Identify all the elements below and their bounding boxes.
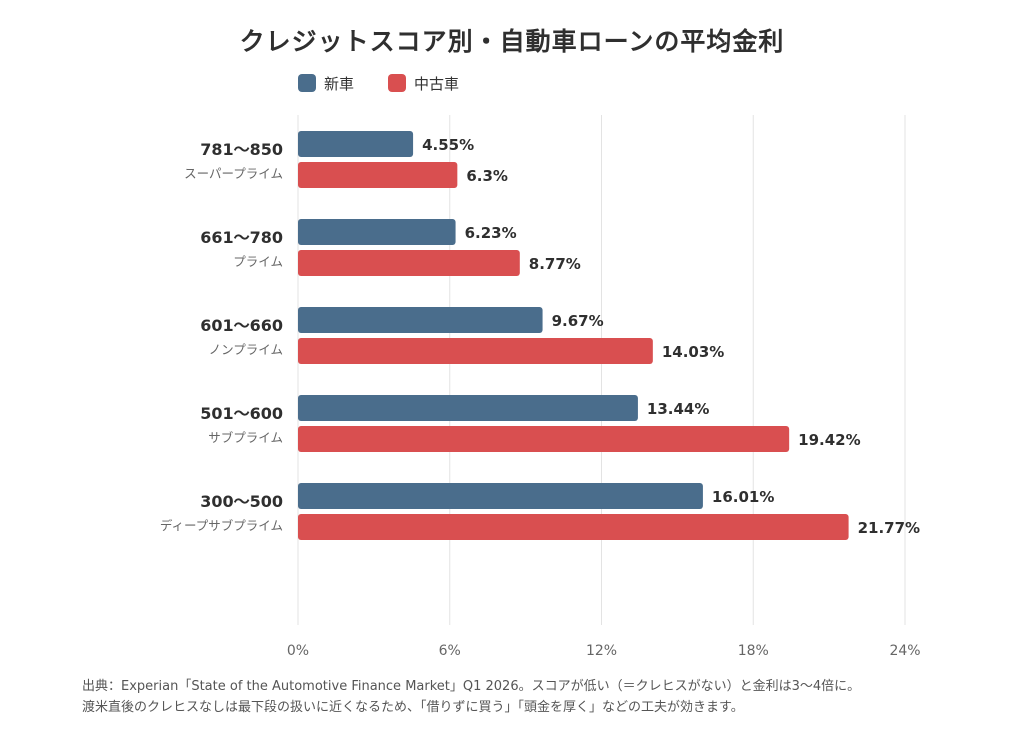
bar-value-label: 6.3% (466, 167, 508, 185)
legend-label: 中古車 (414, 74, 460, 93)
category-tier-label: サブプライム (208, 430, 283, 445)
category-score-label: 601〜660 (200, 316, 283, 335)
legend-item-new-car: 新車 (298, 73, 354, 94)
category-tier-label: プライム (233, 254, 283, 269)
footnote: 出典：Experian「State of the Automotive Fina… (82, 676, 982, 718)
category-score-label: 300〜500 (200, 492, 283, 511)
chart-title: クレジットスコア別・自動車ローンの平均金利 (239, 27, 785, 56)
x-tick-label: 6% (439, 643, 461, 659)
x-tick-label: 0% (287, 643, 309, 659)
category-score-label: 661〜780 (200, 228, 283, 247)
bar-used-car (298, 250, 520, 276)
bar-used-car (298, 514, 849, 540)
legend-item-used-car: 中古車 (388, 73, 459, 94)
bar-new-car (298, 395, 638, 421)
bar-used-car (298, 426, 790, 452)
bar-chart: 0% 6% 12% 18% 24% 781〜850 スーパープライム 661〜780 プライム 6… (160, 115, 921, 659)
bar-value-label: 19.42% (798, 431, 860, 449)
bar-value-label: 8.77% (529, 255, 581, 273)
bar-new-car (298, 307, 543, 333)
category-score-label: 781〜850 (200, 140, 283, 159)
footnote-line-2: 渡米直後のクレヒスなしは最下段の扱いに近くなるため、「借りずに買う」「頭金を厚く… (82, 700, 744, 715)
bar-used-car (298, 338, 653, 364)
bar-new-car (298, 219, 456, 245)
bar-new-car (298, 131, 414, 157)
bar-value-label: 4.55% (422, 136, 474, 154)
legend-swatch (298, 74, 316, 92)
bar-value-label: 6.23% (465, 224, 517, 242)
legend-swatch (388, 74, 407, 92)
bar-value-label: 14.03% (662, 343, 724, 361)
bar-value-label: 13.44% (647, 400, 709, 418)
category-score-label: 501〜600 (200, 404, 283, 423)
legend: 新車 中古車 (298, 72, 493, 94)
bar-value-label: 9.67% (552, 312, 604, 330)
category-tier-label: ノンプライム (209, 342, 283, 357)
bar-value-label: 16.01% (712, 488, 774, 506)
footnote-line-1: 出典：Experian「State of the Automotive Fina… (82, 679, 861, 694)
x-tick-label: 24% (889, 643, 920, 659)
bar-new-car (298, 483, 703, 509)
x-tick-label: 12% (586, 643, 617, 659)
bar-used-car (298, 162, 458, 188)
category-tier-label: スーパープライム (184, 166, 283, 181)
legend-label: 新車 (324, 74, 355, 93)
bar-value-label: 21.77% (858, 519, 920, 537)
category-tier-label: ディープサブプライム (160, 518, 283, 533)
x-tick-label: 18% (738, 643, 769, 659)
